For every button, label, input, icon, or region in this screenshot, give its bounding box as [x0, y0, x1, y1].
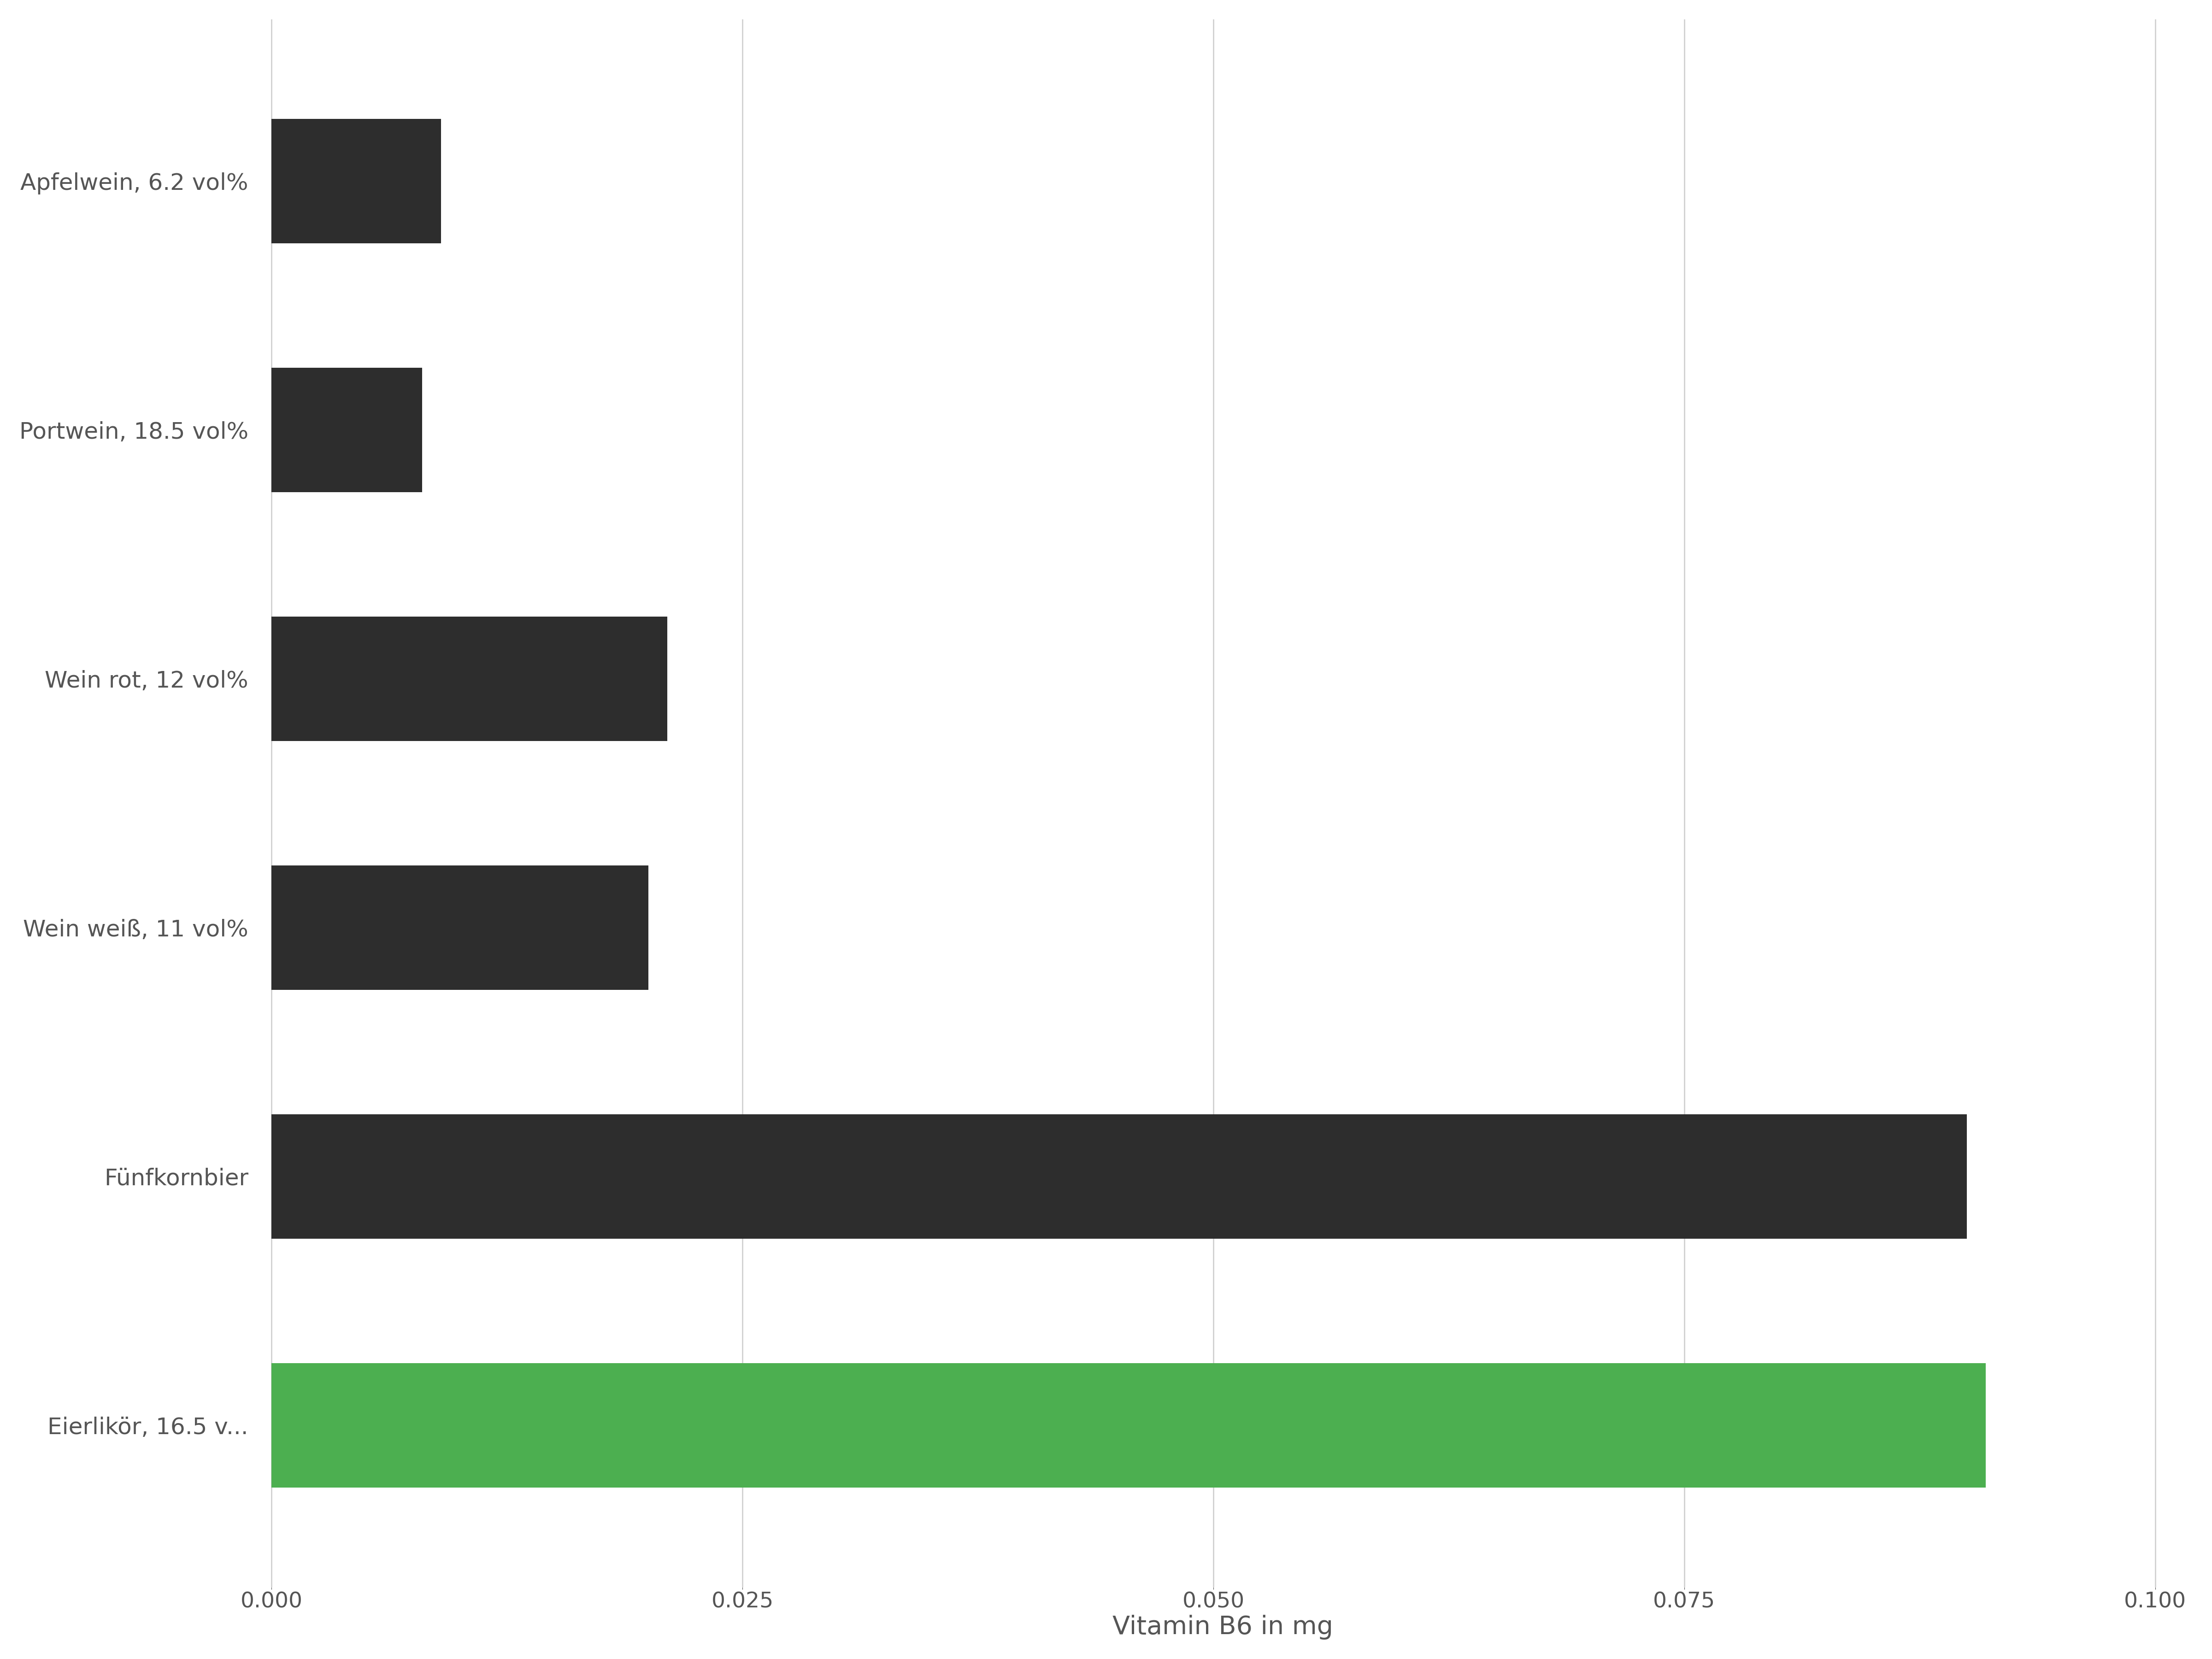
Bar	[272, 1115, 1966, 1239]
Bar	[272, 866, 648, 990]
Bar	[272, 1364, 1986, 1488]
Bar	[272, 119, 440, 244]
X-axis label: Vitamin B6 in mg: Vitamin B6 in mg	[1113, 1614, 1334, 1639]
Bar	[272, 368, 422, 493]
Bar	[272, 617, 668, 742]
